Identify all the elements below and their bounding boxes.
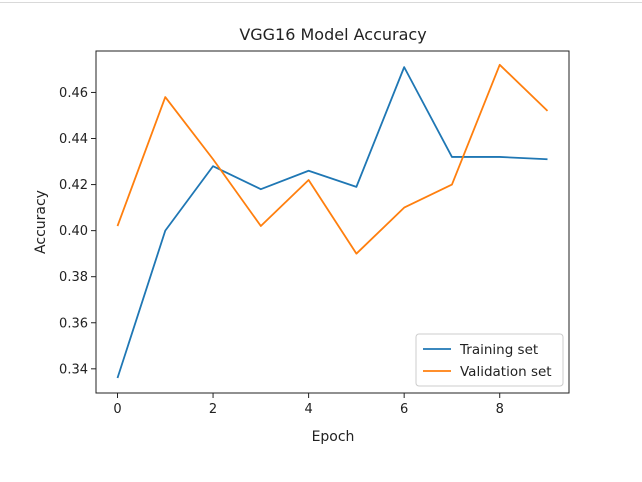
x-axis-ticks: 0 2 4 6 8 [113,393,504,417]
x-tick-label: 8 [496,402,504,417]
series-lines [116,63,549,379]
y-tick-label: 0.44 [59,132,88,147]
legend-box [415,333,564,387]
y-tick-label: 0.34 [59,362,88,377]
y-tick-label: 0.42 [59,178,88,193]
series-line-0 [116,66,548,379]
x-axis-label: Epoch [312,429,355,445]
y-tick-label: 0.40 [59,224,88,239]
chart-title: VGG16 Model Accuracy [239,25,426,44]
y-axis-label: Accuracy [33,190,49,254]
x-tick-label: 6 [400,402,408,417]
x-tick-label: 2 [209,402,217,417]
legend-label-0: Training set [459,342,538,358]
top-divider [0,0,642,3]
legend: Training set Validation set [415,333,564,387]
y-axis-ticks: 0.34 0.36 0.38 0.40 0.42 0.44 0.46 [59,86,96,377]
x-tick-label: 4 [304,402,312,417]
x-tick-label: 0 [113,402,121,417]
series-line-1 [116,63,549,255]
y-tick-label: 0.38 [59,270,88,285]
y-tick-label: 0.36 [59,316,88,331]
plot-frame [95,50,570,394]
y-tick-label: 0.46 [59,86,88,101]
legend-label-1: Validation set [460,364,552,380]
